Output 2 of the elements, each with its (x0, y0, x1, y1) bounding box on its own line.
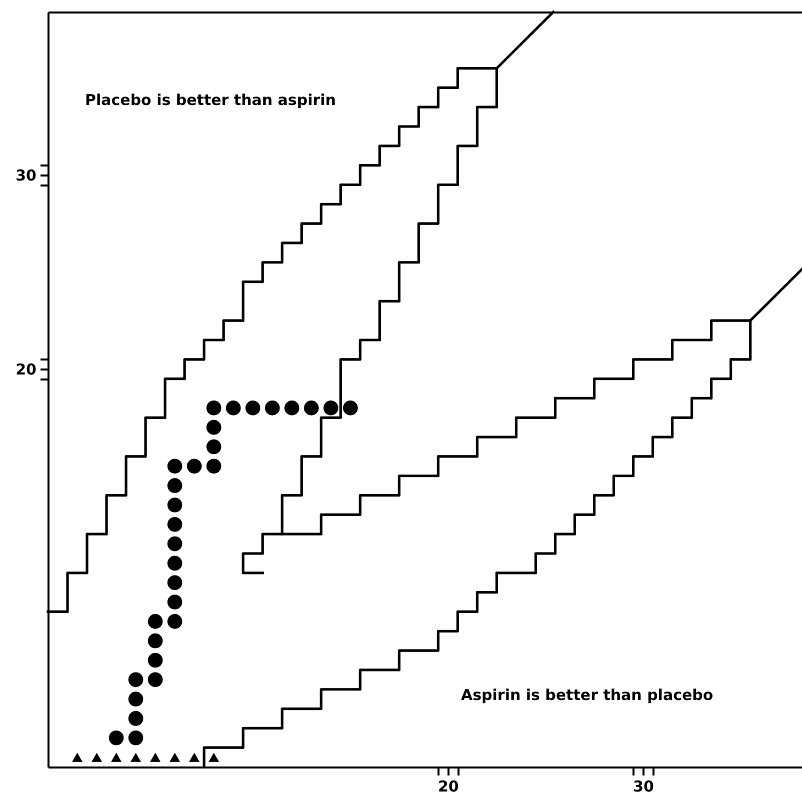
annotation: Aspirin is better than placebo (461, 686, 714, 704)
annotation: Placebo is better than aspirin (85, 91, 336, 109)
